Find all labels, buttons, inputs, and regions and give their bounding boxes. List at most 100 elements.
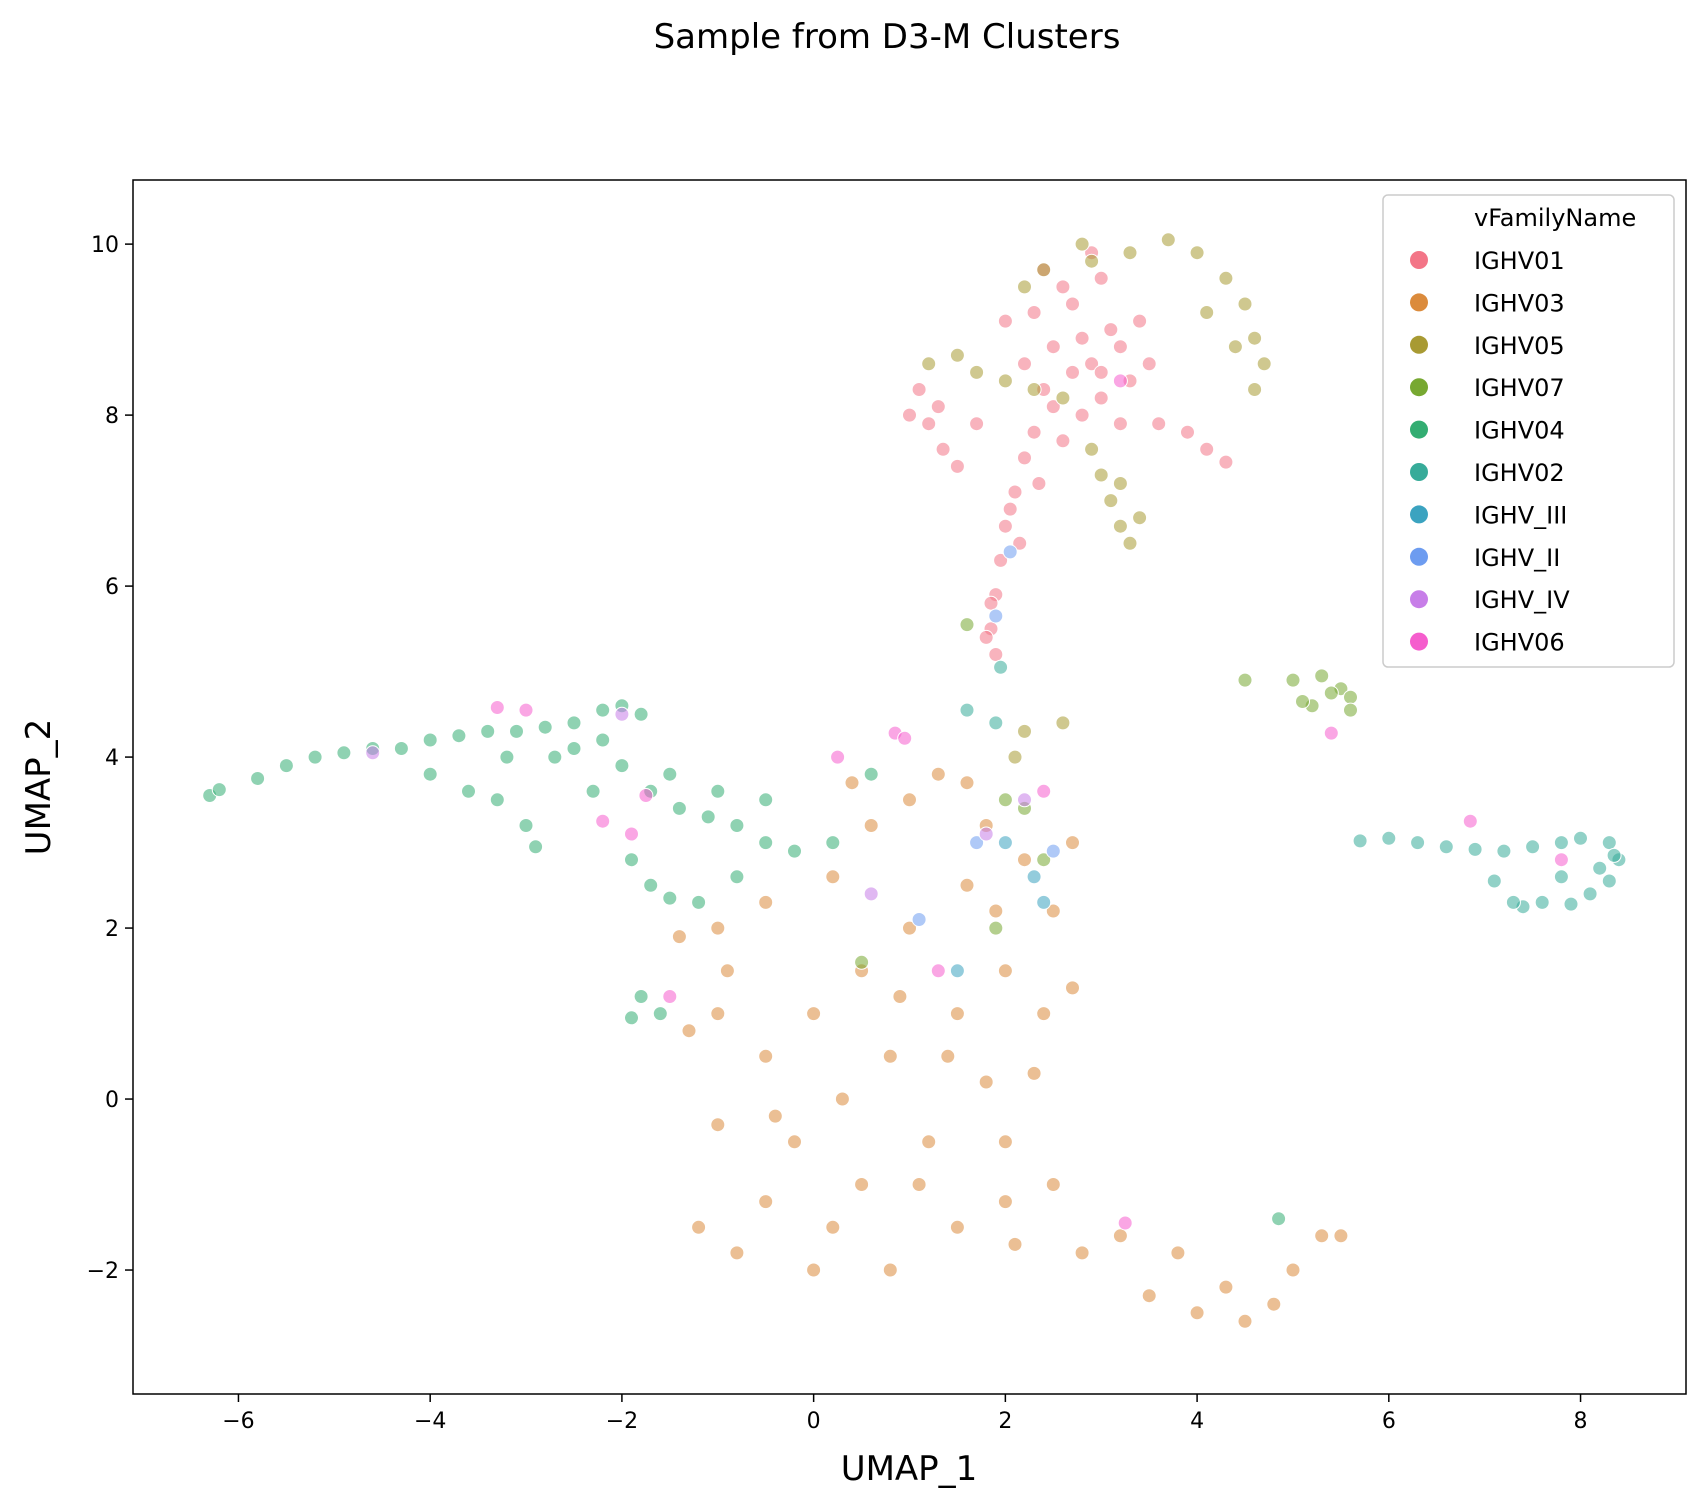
data-point [1026, 1065, 1042, 1081]
data-point [1122, 245, 1138, 261]
legend-label: IGHV03 [1474, 289, 1565, 317]
data-point [1218, 1279, 1234, 1295]
data-point [1036, 894, 1052, 910]
data-point [624, 852, 639, 868]
x-tick-label: −2 [606, 1409, 638, 1434]
legend-label: IGHV_II [1474, 544, 1560, 572]
data-point [1438, 839, 1454, 855]
data-point [480, 723, 496, 739]
data-point [911, 912, 927, 927]
data-point [624, 1010, 639, 1026]
data-point [1199, 441, 1215, 457]
data-point [1112, 373, 1128, 389]
data-point [988, 608, 1004, 624]
data-point [1271, 1211, 1287, 1227]
data-point [1227, 339, 1243, 355]
data-point [1093, 364, 1109, 380]
data-point [1410, 835, 1426, 851]
legend-marker [1410, 547, 1428, 566]
series-ighv-iii [949, 835, 1052, 979]
data-point [643, 877, 659, 893]
data-point [1026, 869, 1042, 885]
legend-label: IGHV_IV [1474, 586, 1570, 614]
data-point [969, 364, 985, 380]
data-point [1237, 296, 1253, 312]
data-point [892, 989, 908, 1004]
data-point [566, 715, 582, 731]
data-point [1218, 270, 1234, 286]
data-point [930, 963, 946, 979]
data-point [988, 647, 1004, 662]
data-point [1462, 813, 1478, 829]
data-point [1007, 1236, 1023, 1252]
x-tick-label: 8 [1574, 1409, 1588, 1434]
legend-marker [1410, 632, 1428, 651]
data-point [959, 775, 975, 791]
data-point [978, 1074, 994, 1090]
data-point [787, 1134, 802, 1150]
legend-label: IGHV_III [1474, 501, 1567, 529]
data-point [1534, 894, 1550, 910]
data-point [1285, 1262, 1301, 1278]
data-point [691, 1219, 707, 1235]
data-point [767, 1108, 783, 1124]
data-point [911, 382, 927, 397]
data-point [566, 741, 582, 756]
data-point [997, 835, 1013, 851]
data-point [1112, 339, 1128, 355]
data-point [787, 843, 802, 859]
data-point [1036, 1006, 1052, 1022]
data-point [882, 1262, 898, 1278]
data-point [1112, 1228, 1128, 1244]
y-axis-title: UMAP_2 [19, 719, 59, 856]
legend-marker [1410, 590, 1428, 609]
data-point [1045, 903, 1061, 919]
data-point [940, 1048, 956, 1064]
legend-marker [1410, 463, 1428, 481]
legend-marker [1410, 293, 1428, 312]
data-point [1381, 830, 1397, 846]
data-point [710, 1117, 726, 1133]
data-point [1141, 356, 1157, 372]
data-point [1237, 1313, 1253, 1329]
data-point [1055, 433, 1071, 449]
legend-marker [1410, 335, 1428, 354]
data-point [422, 766, 438, 782]
data-point [1189, 245, 1205, 261]
data-point [1093, 270, 1109, 286]
series-ighv06 [489, 373, 1569, 1231]
data-point [997, 963, 1013, 979]
y-tick-label: 10 [91, 233, 119, 258]
data-point [1333, 1228, 1349, 1244]
data-point [710, 783, 726, 799]
data-point [983, 595, 999, 611]
data-point [1017, 852, 1032, 868]
legend-marker [1410, 251, 1428, 269]
data-point [489, 792, 505, 808]
series-ighv-iv [365, 706, 1032, 902]
data-point [921, 1134, 937, 1150]
data-point [681, 1023, 697, 1039]
legend-marker [1410, 378, 1428, 397]
data-point [949, 1219, 965, 1235]
data-point [1285, 672, 1301, 688]
series-ighv02 [959, 659, 1627, 915]
data-point [1065, 364, 1080, 380]
data-point [1563, 896, 1579, 912]
data-point [997, 792, 1013, 808]
x-tick-label: −4 [414, 1409, 446, 1434]
y-tick-label: 2 [105, 917, 119, 942]
data-point [921, 356, 937, 372]
data-point [1055, 279, 1071, 295]
data-point [1218, 454, 1234, 470]
data-point [1017, 450, 1032, 466]
data-point [1036, 262, 1052, 278]
data-point [988, 903, 1004, 919]
data-point [1117, 1215, 1133, 1231]
data-point [897, 730, 913, 746]
data-point [1112, 518, 1128, 534]
data-point [959, 877, 975, 893]
legend-label: IGHV01 [1474, 247, 1565, 275]
data-point [662, 766, 678, 782]
data-point [729, 818, 745, 833]
